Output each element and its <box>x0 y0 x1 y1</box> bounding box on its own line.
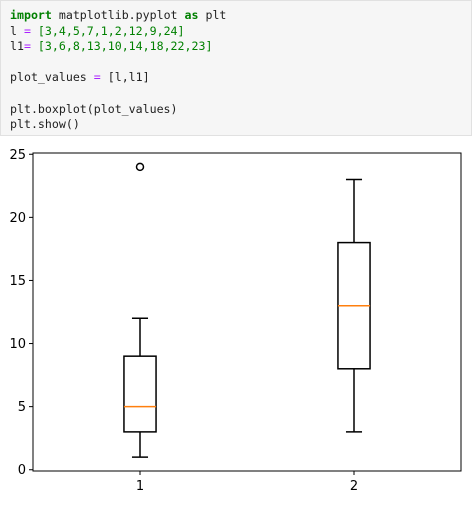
y-tick-label: 10 <box>9 337 26 352</box>
code-line-5: plot_values = [l,l1] <box>10 70 150 84</box>
outlier-point <box>135 162 145 172</box>
code-editor[interactable]: import matplotlib.pyplot as plt l = [3,4… <box>10 8 226 133</box>
code-line-7: plt.boxplot(plot_values) <box>10 101 178 116</box>
y-tick-label: 20 <box>9 211 26 226</box>
list-literal: [3,4,5,7,1,2,12,9,24] <box>30 23 185 38</box>
keyword-as: as <box>184 8 199 22</box>
variable-name: plot_values <box>10 70 94 85</box>
operator: = <box>93 70 101 85</box>
code-line-1: import matplotlib.pyplot as plt <box>10 8 226 22</box>
code-cell[interactable]: import matplotlib.pyplot as plt l = [3,4… <box>0 0 472 136</box>
boxplot-chart: 0 5 10 15 20 25 1 2 <box>9 148 462 494</box>
y-tick-label: 25 <box>9 148 26 163</box>
list-literal: [l,l1] <box>100 70 150 85</box>
code-line-2: l = [3,4,5,7,1,2,12,9,24] <box>10 24 185 38</box>
module-name: matplotlib.pyplot <box>51 8 185 22</box>
y-tick-label: 15 <box>9 274 26 289</box>
code-line-8: plt.show() <box>10 117 80 132</box>
module-alias: plt <box>198 8 227 22</box>
y-tick-label: 0 <box>18 463 26 478</box>
box-iqr <box>123 355 157 433</box>
x-tick-label: 2 <box>350 479 358 494</box>
operator: = <box>23 39 31 54</box>
keyword-import: import <box>10 8 52 22</box>
variable-name: l1 <box>10 39 24 54</box>
operator: = <box>23 23 31 38</box>
x-tick-label: 1 <box>136 479 144 494</box>
y-tick-label: 5 <box>18 400 26 415</box>
code-line-3: l1= [3,6,8,13,10,14,18,22,23] <box>10 39 212 53</box>
cell-output: 0 5 10 15 20 25 1 2 <box>0 136 474 504</box>
plot-area-frame <box>32 152 462 472</box>
list-literal: [3,6,8,13,10,14,18,22,23] <box>30 39 213 54</box>
variable-name: l <box>10 23 24 38</box>
